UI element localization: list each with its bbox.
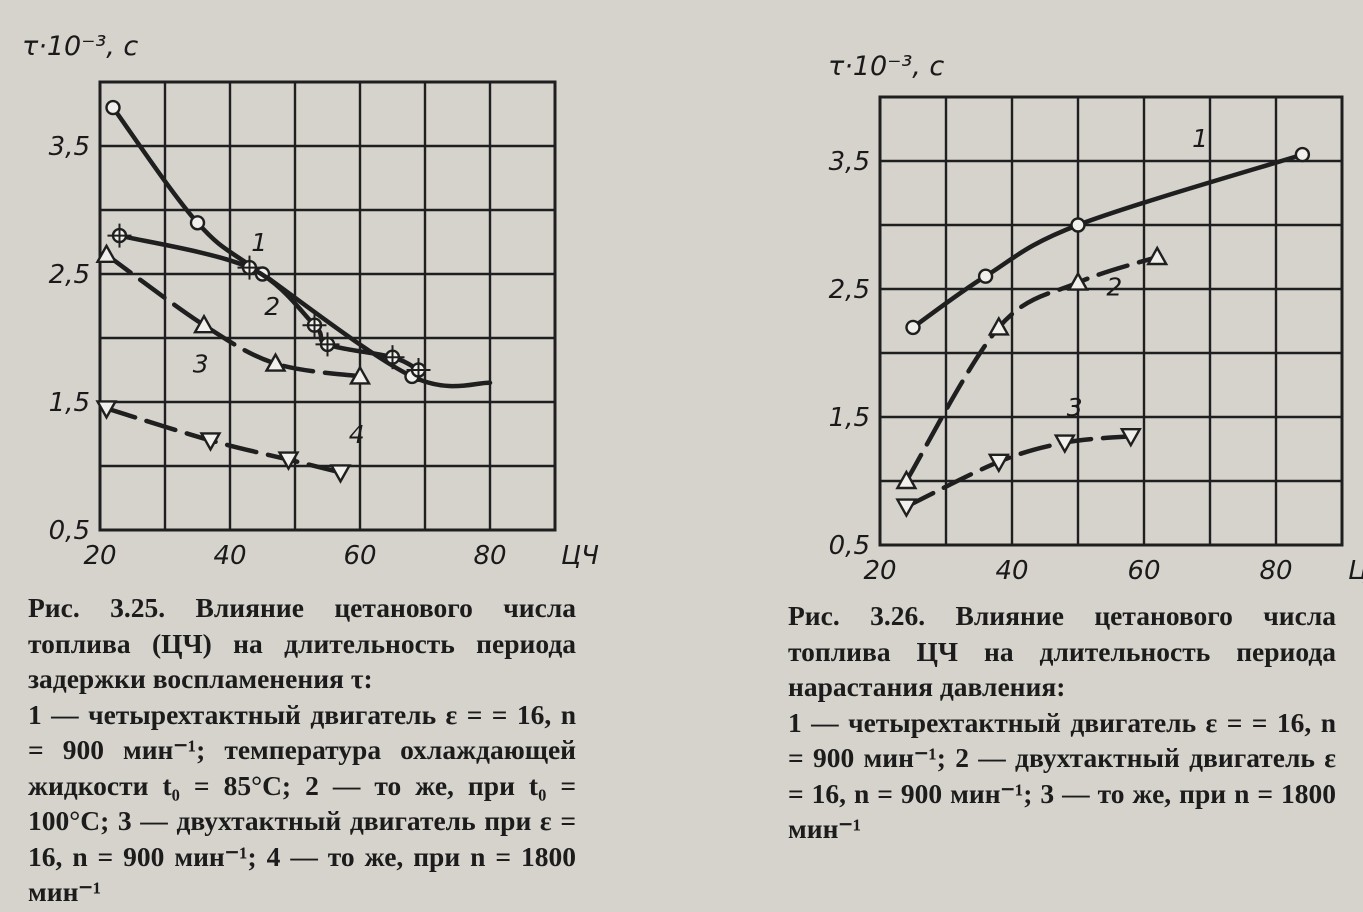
data-point bbox=[1070, 217, 1086, 233]
plot-frame bbox=[878, 95, 1344, 547]
x-tick-label: 40 bbox=[995, 556, 1028, 586]
y-tick-label: 2,5 bbox=[829, 275, 870, 305]
series-line-2 bbox=[904, 254, 1160, 484]
series-4 bbox=[95, 400, 352, 484]
data-point bbox=[105, 99, 121, 116]
chart-fig-3-26: 20 40 60 80 0,5 1,5 2,5 3,5 ЦЧ τ·10⁻³, с 1 2 3 bbox=[828, 51, 1363, 586]
series-1 bbox=[905, 146, 1311, 336]
x-tick-label: 80 bbox=[1259, 556, 1292, 586]
caption-fig-3-26: Рис. 3.26. Влияние цетанового числа топл… bbox=[788, 598, 1336, 847]
caption-body: 1 — четырехтактный двигатель ε = = 16, n… bbox=[788, 706, 1336, 845]
x-tick-label: 60 bbox=[1127, 556, 1160, 586]
data-point bbox=[95, 400, 118, 420]
data-point bbox=[1294, 146, 1311, 163]
x-tick-label: 60 bbox=[343, 541, 376, 571]
data-point bbox=[987, 453, 1010, 474]
series-3 bbox=[895, 428, 1142, 519]
series-2 bbox=[107, 223, 431, 382]
series-3 bbox=[95, 243, 372, 385]
data-point bbox=[895, 469, 918, 490]
data-point bbox=[1119, 428, 1142, 448]
curve-label-1: 1 bbox=[251, 228, 267, 257]
grid bbox=[98, 80, 557, 532]
curve-label-2: 2 bbox=[1106, 272, 1122, 301]
plot-frame bbox=[98, 80, 557, 532]
curve-label-4: 4 bbox=[349, 420, 365, 449]
series-2 bbox=[895, 245, 1169, 490]
data-point bbox=[277, 451, 300, 472]
series-line-1 bbox=[910, 152, 1305, 330]
data-point bbox=[329, 464, 352, 484]
data-point bbox=[987, 315, 1010, 336]
data-point bbox=[192, 313, 216, 334]
data-point bbox=[189, 215, 206, 231]
series-line-4 bbox=[104, 406, 343, 475]
data-point bbox=[977, 268, 994, 284]
caption-title: Рис. 3.26. Влияние цетанового числа топл… bbox=[788, 600, 1336, 702]
y-tick-label: 3,5 bbox=[49, 132, 90, 162]
x-axis-label: ЦЧ bbox=[561, 541, 599, 571]
data-point bbox=[1146, 245, 1169, 266]
caption-fig-3-25: Рис. 3.25. Влияние цетанового числа топл… bbox=[28, 590, 576, 910]
data-point bbox=[1053, 434, 1076, 455]
x-tick-label: 20 bbox=[863, 556, 896, 586]
y-tick-label: 0,5 bbox=[49, 516, 90, 546]
grid bbox=[878, 95, 1344, 547]
curve-label-1: 1 bbox=[1192, 124, 1208, 153]
curve-label-3: 3 bbox=[193, 350, 209, 379]
curve-label-2: 2 bbox=[264, 292, 280, 321]
data-point bbox=[905, 319, 921, 336]
chart-fig-3-25: 20 40 60 80 0,5 1,5 2,5 3,5 ЦЧ τ·10⁻³, с 1 2 3 4 bbox=[22, 31, 599, 571]
y-axis-title: τ·10⁻³, с bbox=[22, 31, 138, 62]
y-axis-title: τ·10⁻³, с bbox=[828, 51, 944, 82]
curve-label-3: 3 bbox=[1067, 393, 1083, 422]
caption-title: Рис. 3.25. Влияние цетанового числа топл… bbox=[28, 592, 576, 694]
data-point bbox=[1066, 271, 1090, 291]
x-tick-label: 80 bbox=[473, 541, 506, 571]
caption-body: 1 — четырехтактный двигатель ε = = 16, n… bbox=[28, 698, 576, 908]
x-tick-label: 40 bbox=[213, 541, 246, 571]
y-tick-label: 1,5 bbox=[829, 403, 870, 433]
data-point bbox=[348, 364, 372, 385]
y-tick-label: 1,5 bbox=[49, 388, 90, 418]
data-point bbox=[264, 352, 287, 372]
x-axis-label: ЦЧ bbox=[1348, 556, 1363, 586]
data-point bbox=[895, 498, 918, 519]
y-tick-label: 0,5 bbox=[829, 531, 870, 561]
data-point bbox=[95, 243, 118, 263]
data-point bbox=[199, 432, 222, 452]
y-tick-label: 2,5 bbox=[49, 260, 90, 290]
y-tick-label: 3,5 bbox=[829, 147, 870, 177]
series-line-3 bbox=[904, 433, 1134, 509]
x-tick-label: 20 bbox=[83, 541, 116, 571]
series-line-3 bbox=[104, 252, 363, 379]
